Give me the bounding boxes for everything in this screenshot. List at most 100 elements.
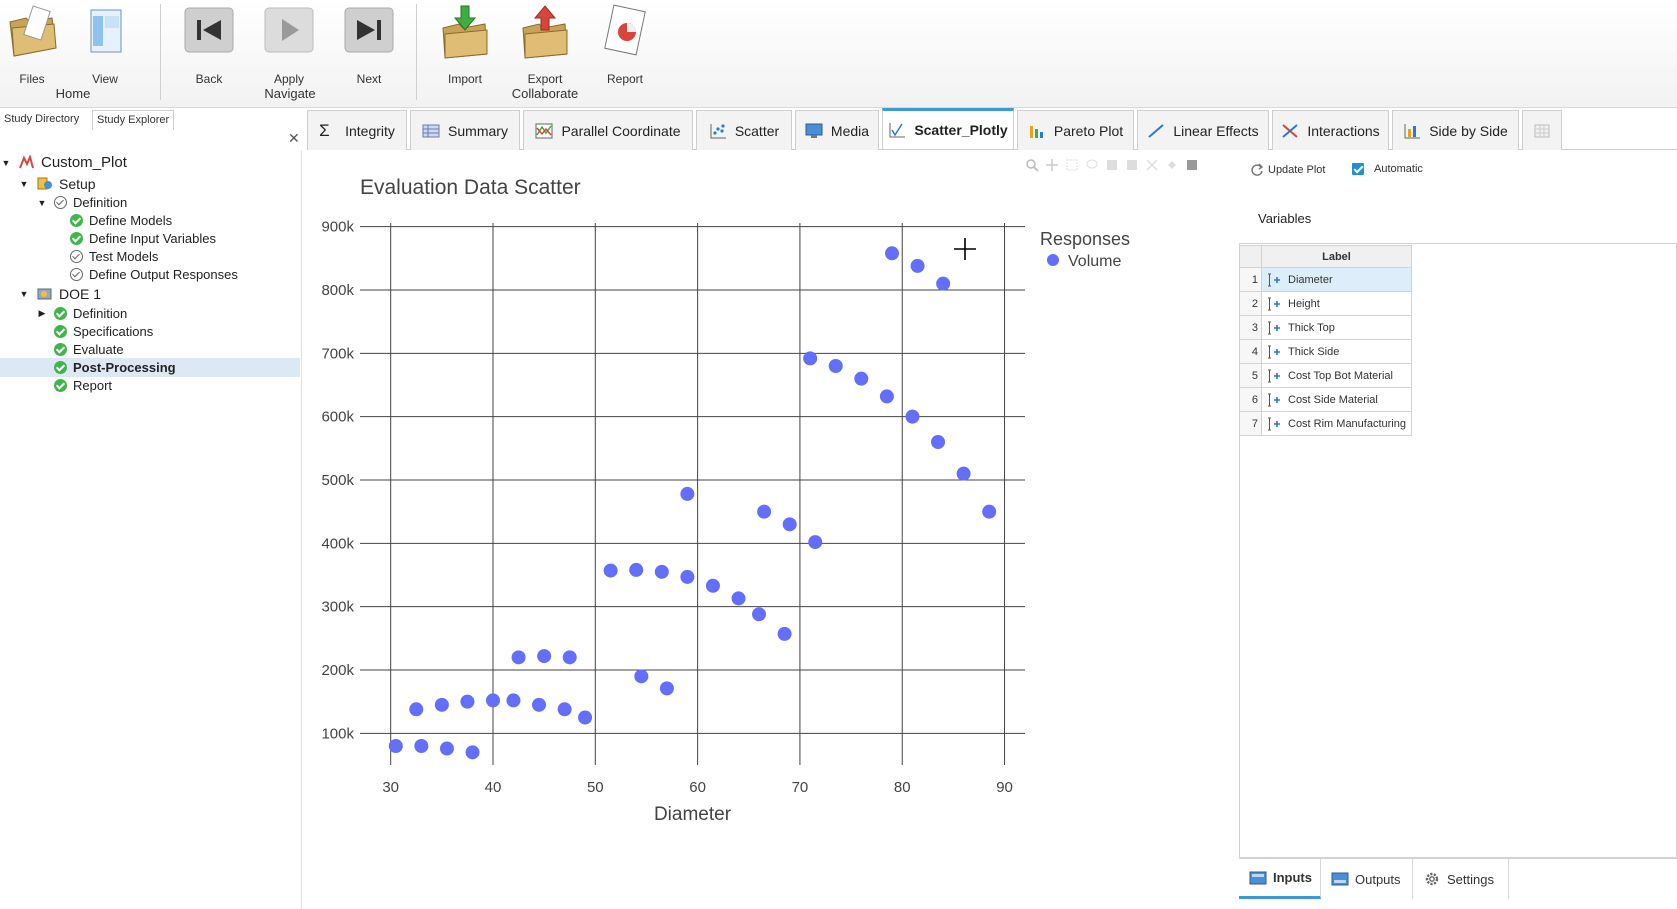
tree-item-post-processing[interactable]: Post-Processing: [0, 358, 300, 377]
box-select-icon[interactable]: [1065, 158, 1079, 172]
expand-arrow-icon[interactable]: ▼: [1, 157, 11, 168]
data-point[interactable]: [654, 564, 669, 579]
tab-parallel-coordinate[interactable]: Parallel Coordinate: [523, 110, 693, 150]
data-point[interactable]: [680, 486, 695, 501]
data-point[interactable]: [511, 650, 526, 665]
data-point[interactable]: [731, 591, 746, 606]
zoom-out-icon[interactable]: [1125, 158, 1139, 172]
tree-item-setup[interactable]: ▼ Setup: [18, 174, 96, 193]
table-row[interactable]: 6 Cost Side Material: [1239, 387, 1412, 412]
variable-label-cell[interactable]: Thick Top: [1261, 315, 1412, 340]
tree-item-define-models[interactable]: Define Models: [70, 211, 172, 230]
toggle-spike-icon[interactable]: [1185, 158, 1199, 172]
chart-legend[interactable]: Responses Volume: [1040, 229, 1130, 270]
tab-scatter[interactable]: Scatter: [696, 110, 792, 150]
automatic-checkbox[interactable]: Automatic: [1352, 163, 1423, 175]
data-point[interactable]: [752, 607, 766, 622]
tab-study-explorer[interactable]: Study Explorer: [92, 110, 175, 130]
tab-linear-effects[interactable]: Linear Effects: [1137, 110, 1269, 150]
files-button[interactable]: Files: [0, 0, 67, 86]
table-row[interactable]: 5 Cost Top Bot Material: [1239, 363, 1412, 388]
tab-outputs[interactable]: Outputs: [1321, 859, 1413, 899]
data-point[interactable]: [465, 745, 480, 760]
data-point[interactable]: [931, 435, 946, 449]
data-point[interactable]: [879, 389, 894, 404]
data-point[interactable]: [936, 276, 951, 291]
tab-summary[interactable]: Summary: [410, 110, 520, 150]
data-point[interactable]: [782, 517, 797, 532]
data-point[interactable]: [659, 681, 674, 696]
tree-item-evaluate[interactable]: Evaluate: [54, 340, 124, 359]
data-point[interactable]: [828, 359, 843, 373]
tab-pareto-plot[interactable]: Pareto Plot: [1017, 110, 1134, 150]
data-point[interactable]: [885, 246, 899, 261]
variable-label-cell[interactable]: Thick Side: [1261, 339, 1412, 364]
variable-label-cell[interactable]: Cost Rim Manufacturing: [1261, 411, 1412, 436]
apply-button[interactable]: Apply: [254, 0, 324, 86]
data-point[interactable]: [537, 649, 552, 664]
variable-label-cell[interactable]: Diameter: [1261, 267, 1412, 292]
tree-item-test-models[interactable]: Test Models: [70, 247, 158, 266]
tree-item-report[interactable]: Report: [54, 376, 112, 395]
data-point[interactable]: [388, 739, 403, 753]
data-point[interactable]: [486, 693, 500, 708]
data-point[interactable]: [905, 409, 920, 424]
expand-arrow-icon[interactable]: ▼: [19, 288, 29, 299]
data-point[interactable]: [578, 710, 593, 725]
zoom-icon[interactable]: [1025, 158, 1039, 172]
tab-settings[interactable]: Settings: [1413, 859, 1509, 899]
tree-item-define-output-responses[interactable]: Define Output Responses: [70, 265, 238, 284]
data-point[interactable]: [680, 569, 695, 584]
data-point[interactable]: [414, 739, 429, 753]
scatter-chart[interactable]: 30 40 50 60 70 80 90 100k 200k 300k 400k 500k 600k 7…: [307, 190, 1227, 890]
data-point[interactable]: [705, 578, 720, 593]
pan-icon[interactable]: [1045, 158, 1059, 172]
data-point[interactable]: [506, 693, 521, 708]
data-point[interactable]: [629, 562, 644, 577]
data-point[interactable]: [439, 741, 454, 756]
tab-media[interactable]: Media: [795, 110, 879, 150]
checkbox-checked-icon[interactable]: [1352, 163, 1364, 175]
table-row[interactable]: 3 Thick Top: [1239, 315, 1412, 340]
data-point[interactable]: [777, 626, 792, 641]
reset-axes-icon[interactable]: [1165, 158, 1179, 172]
update-plot-button[interactable]: Update Plot: [1250, 163, 1325, 177]
tree-item-define-input-variables[interactable]: Define Input Variables: [70, 229, 216, 248]
tree-item-custom-plot[interactable]: ▼ Custom_Plot: [0, 153, 127, 172]
tab-inputs[interactable]: Inputs: [1239, 859, 1321, 899]
export-button[interactable]: Export: [510, 0, 580, 86]
label-column-header[interactable]: Label: [1261, 245, 1412, 268]
data-point[interactable]: [910, 258, 925, 273]
close-icon[interactable]: ✕: [288, 130, 300, 146]
data-point[interactable]: [409, 702, 424, 717]
back-button[interactable]: Back: [174, 0, 244, 86]
report-button[interactable]: Report: [590, 0, 660, 86]
tab-side-by-side[interactable]: Side by Side: [1392, 110, 1519, 150]
data-point[interactable]: [562, 650, 577, 665]
table-row[interactable]: 1 Diameter: [1239, 267, 1412, 292]
data-point[interactable]: [803, 351, 818, 366]
data-point[interactable]: [982, 504, 997, 519]
expand-arrow-icon[interactable]: ▼: [19, 178, 29, 189]
table-row[interactable]: 7 Cost Rim Manufacturing: [1239, 411, 1412, 436]
table-row[interactable]: 4 Thick Side: [1239, 339, 1412, 364]
tree-item-specifications[interactable]: Specifications: [54, 322, 153, 341]
legend-entry-volume[interactable]: Volume: [1068, 253, 1121, 270]
collapse-arrow-icon[interactable]: ▶: [38, 308, 46, 318]
tab-interactions[interactable]: Interactions: [1272, 110, 1389, 150]
data-point[interactable]: [557, 702, 572, 717]
data-point[interactable]: [757, 504, 772, 519]
zoom-in-icon[interactable]: [1105, 158, 1119, 172]
import-button[interactable]: Import: [430, 0, 500, 86]
table-row[interactable]: 2 Height: [1239, 291, 1412, 316]
view-button[interactable]: View: [70, 0, 140, 86]
tree-item-setup-definition[interactable]: ▼ Definition: [36, 193, 128, 212]
tree-item-doe-definition[interactable]: ▶ Definition: [36, 304, 128, 323]
variable-label-cell[interactable]: Height: [1261, 291, 1412, 316]
variable-label-cell[interactable]: Cost Top Bot Material: [1261, 363, 1412, 388]
tab-study-directory[interactable]: Study Directory: [4, 113, 80, 125]
data-point[interactable]: [434, 697, 449, 712]
data-point[interactable]: [634, 669, 649, 684]
data-point[interactable]: [956, 466, 971, 481]
data-point[interactable]: [603, 563, 618, 578]
